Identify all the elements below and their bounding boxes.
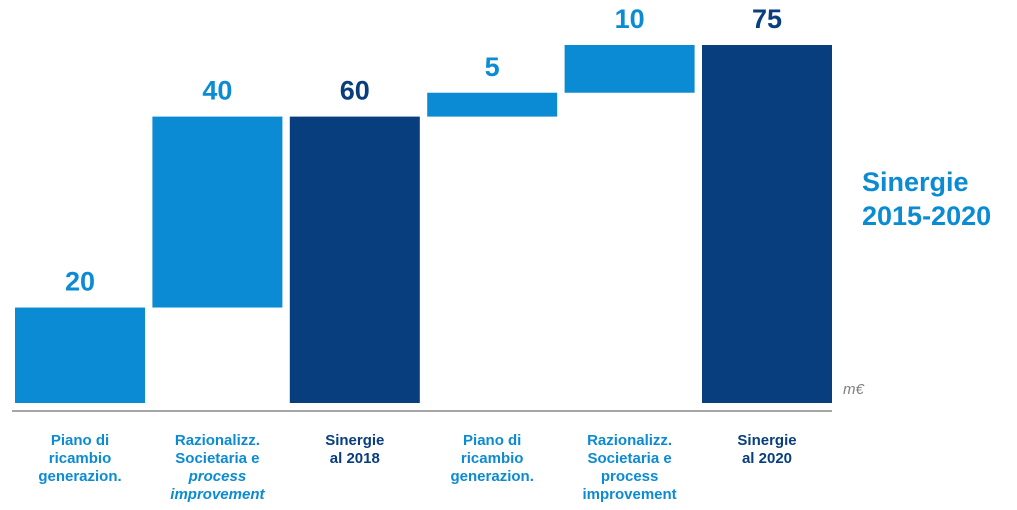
x-tick-label: Sinergie <box>737 432 796 449</box>
bar <box>152 116 283 308</box>
bar <box>564 45 695 93</box>
x-tick-label: generazion. <box>451 468 534 485</box>
x-tick-label: ricambio <box>461 450 524 467</box>
x-tick-label: al 2018 <box>330 450 380 467</box>
annotation: 2015-2020 <box>862 201 991 231</box>
value-label: 75 <box>752 4 782 34</box>
value-label: 20 <box>65 267 95 297</box>
value-label: 5 <box>485 52 500 82</box>
bar <box>289 116 420 403</box>
annotation: Sinergie <box>862 167 969 197</box>
bar <box>702 45 832 403</box>
x-tick-label: Societaria e <box>175 450 259 467</box>
bar <box>15 307 145 403</box>
x-tick-label: Societaria e <box>587 450 671 467</box>
x-tick-label: improvement <box>170 486 265 503</box>
x-tick-label: Razionalizz. <box>175 432 260 449</box>
x-tick-label: improvement <box>582 486 676 503</box>
x-tick-label: generazion. <box>38 468 121 485</box>
x-tick-label: Piano di <box>51 432 109 449</box>
value-label: 60 <box>340 76 370 106</box>
value-label: 10 <box>615 4 645 34</box>
x-tick-label: Piano di <box>463 432 521 449</box>
x-tick-label: Razionalizz. <box>587 432 672 449</box>
x-tick-label: al 2020 <box>742 450 792 467</box>
x-tick-label: Sinergie <box>325 432 384 449</box>
unit-label: m€ <box>843 381 864 398</box>
bar <box>427 92 558 117</box>
x-tick-label: process <box>188 468 247 485</box>
x-tick-label: ricambio <box>49 450 112 467</box>
value-label: 40 <box>202 76 232 106</box>
x-tick-label: process <box>601 468 659 485</box>
